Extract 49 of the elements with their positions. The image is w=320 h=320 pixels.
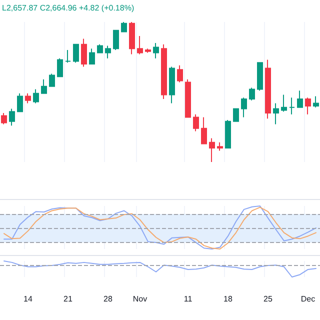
candlestick (265, 59, 271, 120)
candlestick (201, 116, 207, 144)
candlestick (49, 73, 55, 87)
candlestick (1, 112, 7, 125)
candlestick (161, 44, 167, 100)
candlestick (73, 44, 79, 64)
candlestick (185, 78, 191, 118)
candlestick (105, 45, 111, 59)
candlestick (113, 30, 119, 50)
candlestick (121, 22, 127, 32)
candlestick (145, 48, 151, 54)
candlestick (169, 66, 175, 104)
candlestick (97, 44, 103, 54)
candlestick (25, 92, 31, 104)
candlestick (41, 78, 47, 94)
candlestick (281, 94, 287, 112)
candlestick (17, 92, 23, 112)
candlestick (81, 38, 87, 68)
x-tick-label: 18 (224, 294, 233, 304)
candlestick (241, 97, 247, 118)
x-tick-label: 28 (104, 294, 113, 304)
candlestick (65, 50, 71, 64)
candlestick (289, 97, 295, 115)
text: L2,657.87 C2,664.96 +4.82 (+0.18%) (2, 4, 134, 12)
candlestick (129, 22, 135, 55)
candlestick (57, 58, 63, 78)
candlestick (89, 48, 95, 64)
candlestick (305, 97, 311, 115)
candlestick (33, 88, 39, 104)
x-tick-label: Nov (132, 294, 148, 304)
candlestick (153, 42, 159, 59)
candlestick (313, 96, 319, 108)
x-tick-label: 11 (184, 294, 193, 304)
candlestick (249, 87, 255, 101)
candlestick (233, 108, 239, 122)
candlestick (209, 138, 215, 162)
candlestick (273, 102, 279, 125)
x-tick-label: 25 (264, 294, 273, 304)
candlestick (137, 36, 143, 55)
x-tick-label: Dec (300, 294, 316, 304)
x-tick-label: 21 (64, 294, 73, 304)
candlestick (193, 114, 199, 132)
candlestick (257, 62, 263, 92)
candlestick (9, 108, 15, 126)
candlestick (217, 142, 223, 152)
x-tick-label: 14 (24, 294, 33, 304)
candlestick (225, 120, 231, 148)
candlestick (177, 64, 183, 83)
candlestick (297, 90, 303, 108)
